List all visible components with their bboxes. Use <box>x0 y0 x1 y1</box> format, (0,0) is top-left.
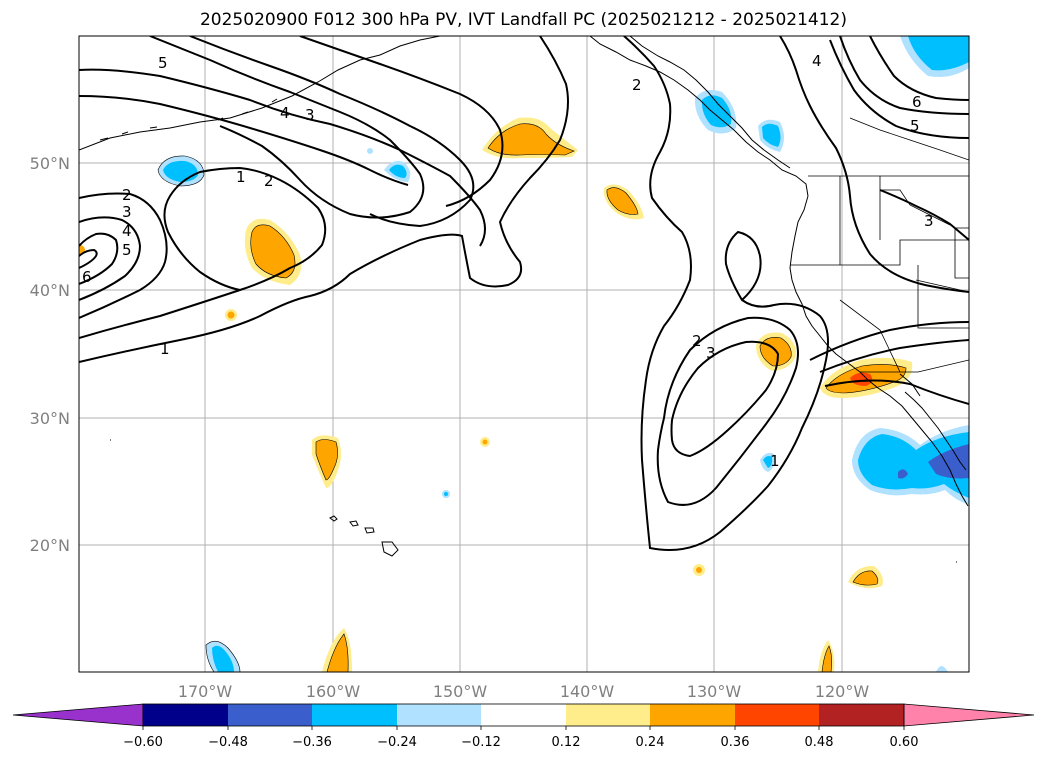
contour-1-west <box>79 36 569 363</box>
contour-label: 3 <box>305 106 315 124</box>
pv-negative-anomalies <box>157 36 969 672</box>
lon-label: 140°W <box>560 682 615 701</box>
coastlines <box>79 36 969 563</box>
contour-4-ne <box>839 36 969 115</box>
colorbar-segment <box>397 704 481 726</box>
contour-label: 2 <box>122 186 132 204</box>
contour-label: 5 <box>122 241 132 259</box>
contour-4-west <box>79 216 142 301</box>
lon-label: 160°W <box>306 682 361 701</box>
chart-title: 2025020900 F012 300 hPa PV, IVT Landfall… <box>199 10 847 30</box>
contour-label: 1 <box>770 452 780 470</box>
colorbar-segment <box>735 704 819 726</box>
contour-label: 4 <box>280 104 290 122</box>
contour-label: 4 <box>122 222 132 240</box>
contour-3-east <box>670 340 780 458</box>
contour-6-ne <box>869 36 969 101</box>
colorbar-label: −0.36 <box>292 735 332 750</box>
colorbar-label: 0.36 <box>721 735 750 750</box>
contour-label: 1 <box>236 168 246 186</box>
colorbar-segment <box>312 704 397 726</box>
contour-label: 2 <box>692 332 702 350</box>
colorbar-segment <box>819 704 904 726</box>
colorbar-segment <box>143 704 228 726</box>
colorbar-label: 0.60 <box>890 735 919 750</box>
contour-label: 6 <box>82 268 92 286</box>
gridlines <box>79 36 969 672</box>
colorbar-label: −0.24 <box>377 735 417 750</box>
lon-label: 150°W <box>433 682 488 701</box>
lon-label: 120°W <box>815 682 870 701</box>
lat-label: 50°N <box>30 154 70 173</box>
map-frame <box>78 35 970 673</box>
colorbar-label: 0.24 <box>636 735 665 750</box>
contour-label: 1 <box>160 340 170 358</box>
political-borders <box>790 117 969 373</box>
contour-5-ne <box>829 39 969 139</box>
contour-labels: 5 4 3 2 1 2 3 4 5 6 1 2 3 1 2 4 6 5 3 <box>82 52 934 470</box>
contour-label: 2 <box>632 76 642 94</box>
lon-label: 130°W <box>687 682 742 701</box>
colorbar-label: 0.12 <box>552 735 581 750</box>
longitude-labels: 170°W 160°W 150°W 140°W 130°W 120°W <box>178 682 870 701</box>
colorbar-label: −0.48 <box>208 735 248 750</box>
lat-label: 20°N <box>30 536 70 555</box>
lat-label: 30°N <box>30 409 70 428</box>
contour-3-ne <box>879 189 969 241</box>
colorbar-label: −0.60 <box>123 735 163 750</box>
colorbar-label: 0.48 <box>805 735 834 750</box>
lat-label: 40°N <box>30 281 70 300</box>
contour-1-east <box>623 36 829 551</box>
contour-label: 3 <box>924 212 934 230</box>
colorbar-segment <box>481 704 566 726</box>
colorbar-segment <box>566 704 650 726</box>
contour-label: 3 <box>706 344 716 362</box>
contour-3-west <box>79 192 168 319</box>
contour-label: 4 <box>812 52 822 70</box>
contour-6-west <box>79 248 98 269</box>
colorbar-extend-high <box>903 703 1035 727</box>
colorbar-segment <box>228 704 312 726</box>
contour-5-north <box>79 68 486 247</box>
colorbar-extend-low <box>12 703 144 727</box>
colorbar-label: −0.12 <box>461 735 501 750</box>
contour-label: 5 <box>910 117 920 135</box>
contour-2-east <box>656 316 799 506</box>
colorbar: −0.60 −0.48 −0.36 −0.24 −0.12 0.12 0.24 … <box>12 703 1035 750</box>
latitude-labels: 50°N 40°N 30°N 20°N <box>30 154 70 555</box>
contour-5-west <box>79 232 119 285</box>
contour-label: 6 <box>912 93 922 111</box>
ivt-contours <box>79 36 969 551</box>
contour-label: 5 <box>158 54 168 72</box>
colorbar-segment <box>650 704 735 726</box>
lon-label: 170°W <box>178 682 233 701</box>
contour-label: 3 <box>122 203 132 221</box>
contour-label: 2 <box>264 172 274 190</box>
contour-2-west <box>79 166 327 339</box>
